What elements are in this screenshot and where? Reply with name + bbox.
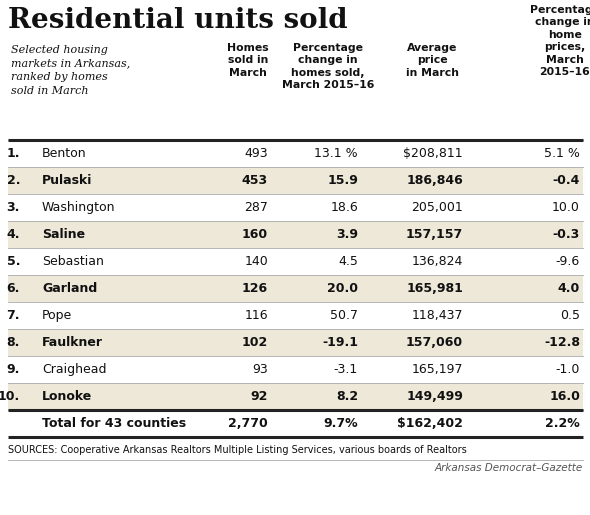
Text: 165,197: 165,197 <box>411 363 463 376</box>
Text: 93: 93 <box>253 363 268 376</box>
Text: -0.3: -0.3 <box>553 228 580 241</box>
Text: 18.6: 18.6 <box>330 201 358 214</box>
Text: Saline: Saline <box>42 228 85 241</box>
Text: Lonoke: Lonoke <box>42 390 92 403</box>
Text: 116: 116 <box>244 309 268 322</box>
Text: $208,811: $208,811 <box>404 147 463 160</box>
Text: 5.1 %: 5.1 % <box>544 147 580 160</box>
Text: Homes
sold in
March: Homes sold in March <box>227 43 269 78</box>
Text: 205,001: 205,001 <box>411 201 463 214</box>
Text: Benton: Benton <box>42 147 87 160</box>
Text: 165,981: 165,981 <box>406 282 463 295</box>
Text: 0.5: 0.5 <box>560 309 580 322</box>
Text: Pope: Pope <box>42 309 72 322</box>
Text: 20.0: 20.0 <box>327 282 358 295</box>
Text: 157,060: 157,060 <box>406 336 463 349</box>
Text: 5.: 5. <box>6 255 20 268</box>
Bar <box>8 383 583 410</box>
Text: Sebastian: Sebastian <box>42 255 104 268</box>
Text: 140: 140 <box>244 255 268 268</box>
Text: SOURCES: Cooperative Arkansas Realtors Multiple Listing Services, various boards: SOURCES: Cooperative Arkansas Realtors M… <box>8 445 467 455</box>
Text: 1.: 1. <box>6 147 20 160</box>
Text: 493: 493 <box>244 147 268 160</box>
Text: Arkansas Democrat–Gazette: Arkansas Democrat–Gazette <box>435 463 583 473</box>
Text: Total for 43 counties: Total for 43 counties <box>42 417 186 430</box>
Text: 149,499: 149,499 <box>406 390 463 403</box>
Text: 453: 453 <box>242 174 268 187</box>
Text: -3.1: -3.1 <box>334 363 358 376</box>
Text: -19.1: -19.1 <box>322 336 358 349</box>
Text: Faulkner: Faulkner <box>42 336 103 349</box>
Text: 3.: 3. <box>6 201 20 214</box>
Text: Craighead: Craighead <box>42 363 107 376</box>
Text: 10.0: 10.0 <box>552 201 580 214</box>
Text: 126: 126 <box>242 282 268 295</box>
Text: 4.: 4. <box>6 228 20 241</box>
Text: 136,824: 136,824 <box>412 255 463 268</box>
Text: Residential units sold: Residential units sold <box>8 7 348 34</box>
Text: Percentage
change in
homes sold,
March 2015–16: Percentage change in homes sold, March 2… <box>282 43 374 90</box>
Bar <box>8 167 583 194</box>
Text: 2.: 2. <box>6 174 20 187</box>
Text: -0.4: -0.4 <box>553 174 580 187</box>
Text: 8.: 8. <box>6 336 20 349</box>
Text: 13.1 %: 13.1 % <box>314 147 358 160</box>
Text: Percentage
change in
home
prices,
March
2015–16: Percentage change in home prices, March … <box>530 5 590 77</box>
Text: 102: 102 <box>242 336 268 349</box>
Text: 10.: 10. <box>0 390 20 403</box>
Text: -9.6: -9.6 <box>556 255 580 268</box>
Text: Pulaski: Pulaski <box>42 174 93 187</box>
Text: 118,437: 118,437 <box>411 309 463 322</box>
Text: 9.7%: 9.7% <box>323 417 358 430</box>
Text: 2.2%: 2.2% <box>545 417 580 430</box>
Text: 50.7: 50.7 <box>330 309 358 322</box>
Text: 7.: 7. <box>6 309 20 322</box>
Text: 8.2: 8.2 <box>336 390 358 403</box>
Text: 4.5: 4.5 <box>338 255 358 268</box>
Text: 3.9: 3.9 <box>336 228 358 241</box>
Text: 287: 287 <box>244 201 268 214</box>
Text: -1.0: -1.0 <box>556 363 580 376</box>
Text: 157,157: 157,157 <box>406 228 463 241</box>
Bar <box>8 329 583 356</box>
Text: $162,402: $162,402 <box>397 417 463 430</box>
Text: 186,846: 186,846 <box>407 174 463 187</box>
Text: 15.9: 15.9 <box>327 174 358 187</box>
Bar <box>8 275 583 302</box>
Text: Average
price
in March: Average price in March <box>405 43 458 78</box>
Text: 4.0: 4.0 <box>558 282 580 295</box>
Text: -12.8: -12.8 <box>544 336 580 349</box>
Text: 92: 92 <box>251 390 268 403</box>
Text: Garland: Garland <box>42 282 97 295</box>
Text: 6.: 6. <box>6 282 20 295</box>
Text: 2,770: 2,770 <box>228 417 268 430</box>
Text: Washington: Washington <box>42 201 116 214</box>
Text: Selected housing
markets in Arkansas,
ranked by homes
sold in March: Selected housing markets in Arkansas, ra… <box>11 45 130 96</box>
Bar <box>8 221 583 248</box>
Text: 9.: 9. <box>6 363 20 376</box>
Text: 16.0: 16.0 <box>549 390 580 403</box>
Text: 160: 160 <box>242 228 268 241</box>
